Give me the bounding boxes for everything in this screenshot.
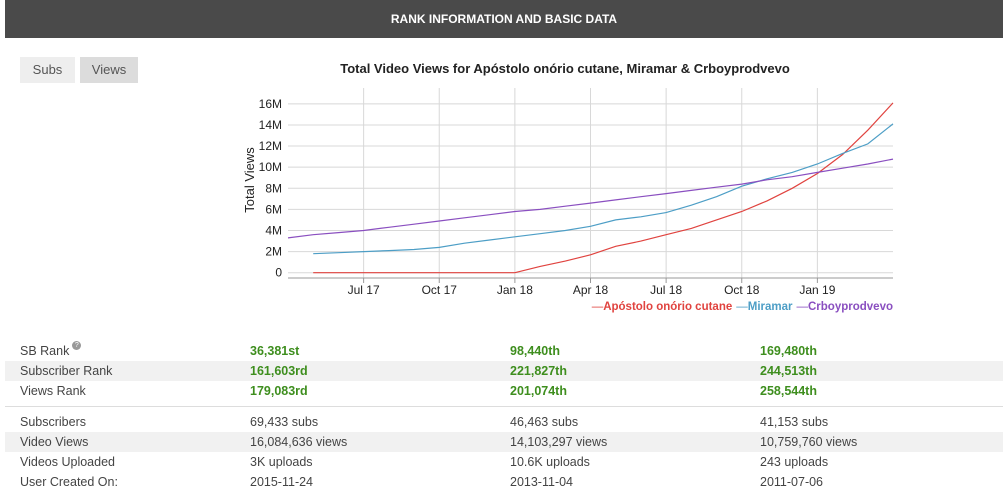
table-row: User Created On: 2015-11-24 2013-11-04 2011…	[5, 472, 1003, 492]
subs-tab[interactable]: Subs	[20, 57, 75, 83]
x-tick-label: Oct 17	[422, 283, 458, 297]
row-value: 243 uploads	[760, 455, 829, 469]
row-value: 69,433 subs	[250, 415, 319, 429]
x-tick-label: Jul 17	[348, 283, 380, 297]
row-value: 244,513th	[760, 364, 817, 378]
row-value: 2015-11-24	[250, 475, 314, 489]
y-tick-label: 2M	[265, 245, 282, 259]
legend-swatch: —	[592, 301, 604, 313]
table-row: Videos Uploaded 3K uploads 10.6K uploads 24…	[5, 452, 1003, 472]
series-line	[313, 102, 894, 274]
x-tick-label: Oct 18	[724, 283, 760, 297]
y-tick-label: 0	[275, 266, 282, 280]
row-value: 2011-07-06	[760, 475, 824, 489]
legend-label: Crboyprodvevo	[808, 301, 893, 313]
legend-swatch: —	[797, 301, 809, 313]
table-row: Video Views 16,084,636 views 14,103,297 vi…	[5, 432, 1003, 452]
row-label: SB Rank?	[20, 341, 82, 361]
y-tick-label: 16M	[259, 97, 282, 111]
views-tab[interactable]: Views	[80, 57, 138, 83]
row-value: 169,480th	[760, 344, 817, 358]
legend-label: Apóstolo onório cutane	[603, 301, 732, 313]
y-tick-label: 6M	[265, 202, 282, 216]
row-label: Video Views	[20, 435, 89, 449]
section-header: RANK INFORMATION AND BASIC DATA	[5, 0, 1003, 38]
chart-title: Total Video Views for Apóstolo onório cu…	[340, 61, 790, 76]
y-tick-label: 4M	[265, 224, 282, 238]
row-value: 201,074th	[510, 384, 567, 398]
row-value: 46,463 subs	[510, 415, 579, 429]
x-tick-label: Apr 18	[573, 283, 609, 297]
row-label: Views Rank	[20, 384, 86, 398]
legend-swatch: —	[736, 301, 748, 313]
row-value: 258,544th	[760, 384, 817, 398]
table-row: Subscriber Rank 161,603rd 221,827th 244,513…	[5, 361, 1003, 381]
row-value: 2013-11-04	[510, 475, 574, 489]
help-icon: ?	[72, 341, 82, 350]
table-row: Subscribers 69,433 subs 46,463 subs 41,153 …	[5, 412, 1003, 432]
legend-label: Miramar	[748, 301, 793, 313]
row-value: 41,153 subs	[760, 415, 829, 429]
x-tick-label: Jul 18	[650, 283, 682, 297]
row-value: 10,759,760 views	[760, 435, 858, 449]
row-label: Videos Uploaded	[20, 455, 115, 469]
row-value: 10.6K uploads	[510, 455, 590, 469]
row-label: User Created On:	[20, 475, 118, 489]
row-value: 179,083rd	[250, 384, 308, 398]
y-axis-label: Total Views	[242, 147, 257, 213]
series-line	[287, 158, 894, 239]
chart: Total Video Views for Apóstolo onório cu…	[242, 61, 894, 313]
row-label: Subscriber Rank	[20, 364, 113, 378]
table-row: SB Rank? 36,381st 98,440th 169,480th	[5, 341, 1003, 361]
x-tick-label: Jan 18	[497, 283, 533, 297]
legend: —Apóstolo onório cutane —Miramar —Crboypro…	[592, 301, 893, 313]
row-value: 221,827th	[510, 364, 567, 378]
row-value: 14,103,297 views	[510, 435, 608, 449]
series-line	[313, 123, 894, 255]
table-row: Views Rank 179,083rd 201,074th 258,544th	[5, 381, 1003, 401]
y-tick-label: 8M	[265, 181, 282, 195]
row-value: 161,603rd	[250, 364, 308, 378]
row-value: 98,440th	[510, 344, 561, 358]
y-tick-label: 14M	[259, 118, 282, 132]
row-label: Subscribers	[20, 415, 86, 429]
row-value: 36,381st	[250, 344, 300, 358]
group-separator	[5, 406, 1003, 407]
x-tick-label: Jan 19	[799, 283, 835, 297]
y-tick-label: 12M	[259, 139, 282, 153]
row-value: 3K uploads	[250, 455, 313, 469]
row-value: 16,084,636 views	[250, 435, 348, 449]
y-tick-label: 10M	[259, 160, 282, 174]
